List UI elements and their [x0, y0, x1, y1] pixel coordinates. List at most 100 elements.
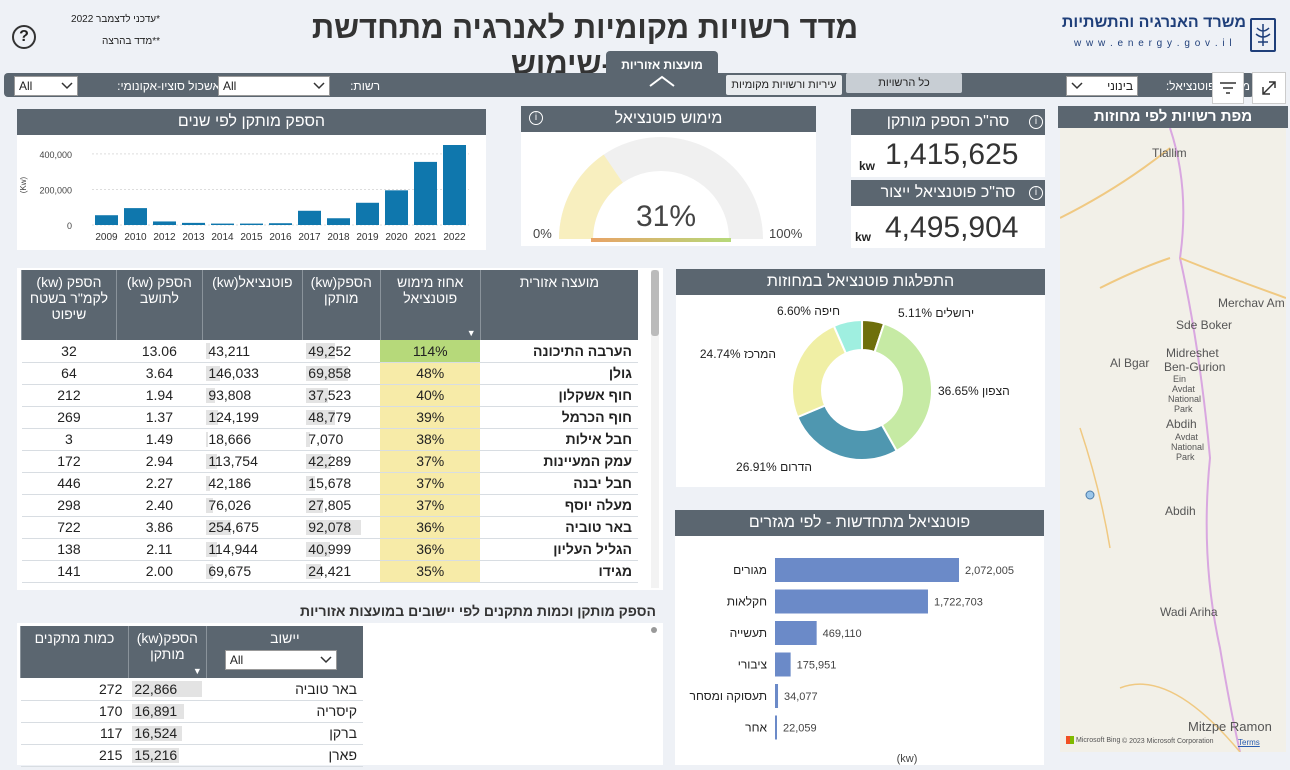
kpi-potential-unit: kw — [855, 230, 872, 244]
col-settlement[interactable]: יישוב All — [205, 626, 363, 678]
pct-cell: 37% — [380, 472, 481, 495]
year-bar[interactable] — [385, 190, 408, 225]
chevron-down-icon — [1071, 82, 1083, 90]
year-bar[interactable] — [95, 215, 118, 225]
expand-button[interactable] — [1252, 72, 1286, 104]
table-row[interactable]: באר טוביה 22,866 272 — [20, 678, 363, 701]
authority-dropdown[interactable]: All — [218, 76, 330, 96]
help-button[interactable]: ? — [12, 25, 36, 49]
col-potential[interactable]: פוטנציאל(kw) — [201, 270, 303, 340]
sector-bar[interactable] — [775, 684, 779, 708]
settlement-dropdown[interactable]: All — [224, 650, 337, 670]
potential-dropdown[interactable]: בינוני — [1066, 76, 1138, 96]
x-tick-label: 2018 — [327, 232, 350, 243]
col-per-km[interactable]: הספק (kw) לקמ"ר בשטח שיפוט — [21, 270, 117, 340]
map-label: Abdih — [1165, 504, 1196, 518]
sector-value-label: 34,077 — [784, 691, 818, 703]
table-row[interactable]: חבל אילות 38% 7,070 18,666 1.49 3 — [21, 428, 638, 451]
donut-slice[interactable] — [832, 318, 864, 355]
donut-label: 6.60% חיפה — [777, 304, 840, 318]
donut-slice[interactable] — [791, 324, 848, 419]
col-settlement-count[interactable]: כמות מתקנים — [20, 626, 129, 678]
per-km-cell: 141 — [21, 560, 117, 583]
bing-logo: Microsoft Bing — [1066, 736, 1120, 744]
chevron-down-icon — [61, 82, 73, 90]
table-row[interactable]: הגליל העליון 36% 40,999 114,944 2.11 138 — [21, 538, 638, 561]
per-km-cell: 3 — [21, 428, 117, 451]
sector-bar[interactable] — [775, 558, 959, 582]
map-label: Ben-Gurion — [1164, 360, 1226, 374]
table-row[interactable]: גולן 48% 69,858 146,033 3.64 64 — [21, 362, 638, 385]
per-km-cell: 32 — [21, 340, 117, 363]
table-row[interactable]: הערבה התיכונה 114% 49,252 43,211 13.06 32 — [21, 340, 638, 363]
table-row[interactable]: חבל יבנה 37% 15,678 42,186 2.27 446 — [21, 472, 638, 495]
table-row[interactable]: באר טוביה 36% 92,078 254,675 3.86 722 — [21, 516, 638, 539]
map-panel[interactable]: Tlallim Merchav Am Sde Boker Midreshet B… — [1060, 128, 1286, 752]
year-bar[interactable] — [240, 223, 263, 225]
info-icon[interactable]: i — [1029, 115, 1043, 129]
sector-bar[interactable] — [775, 652, 791, 677]
map-terms-link[interactable]: Terms — [1238, 738, 1260, 747]
council-name: הגליל העליון — [480, 538, 638, 561]
year-bar[interactable] — [211, 223, 234, 225]
table-row[interactable]: פארן 15,216 215 — [20, 744, 363, 767]
donut-slice[interactable] — [873, 322, 933, 453]
regional-table: מועצה אזורית אחוז מימוש פוטנציאל ▼ הספק(… — [21, 270, 638, 583]
ministry-url[interactable]: w w w . e n e r g y . g o v . i l — [1074, 38, 1233, 49]
sort-desc-icon[interactable]: ▼ — [466, 328, 476, 338]
sector-label: חקלאות — [727, 595, 767, 609]
col-council[interactable]: מועצה אזורית — [479, 270, 638, 340]
sector-bar[interactable] — [775, 715, 777, 740]
year-bar[interactable] — [356, 202, 379, 225]
chevron-down-icon — [313, 82, 325, 90]
table-row[interactable]: קיסריה 16,891 170 — [20, 700, 363, 723]
socio-dropdown[interactable]: All — [14, 76, 78, 96]
gauge-min: 0% — [533, 226, 552, 241]
table-row[interactable]: מעלה יוסף 37% 27,805 76,026 2.40 298 — [21, 494, 638, 517]
info-icon[interactable]: i — [529, 111, 543, 125]
sector-bar[interactable] — [775, 621, 817, 645]
map-label: Ein — [1173, 374, 1187, 384]
settlement-name: ברקן — [206, 722, 363, 745]
potential-bar — [206, 475, 211, 491]
donut-slice[interactable] — [796, 404, 899, 461]
year-bar[interactable] — [443, 145, 466, 225]
authority-label: רשות: — [350, 79, 380, 93]
x-tick-label: 2015 — [240, 232, 263, 243]
tab-all-authorities[interactable]: כל הרשויות — [846, 73, 962, 93]
table-row[interactable]: עמק המעיינות 37% 42,289 113,754 2.94 172 — [21, 450, 638, 473]
table-row[interactable]: חוף הכרמל 39% 48,779 124,199 1.37 269 — [21, 406, 638, 429]
map-roads — [1060, 128, 1286, 752]
col-per-resident[interactable]: הספק (kw) לתושב — [115, 270, 203, 340]
year-bar[interactable] — [153, 221, 176, 225]
table-row[interactable]: ברקן 16,524 117 — [20, 722, 363, 745]
year-bar[interactable] — [182, 222, 205, 225]
pct-cell: 114% — [380, 340, 481, 363]
col-settlement-installed[interactable]: הספק(kw) מותקן ▼ — [127, 626, 207, 678]
tab-regional-councils[interactable]: מועצות אזוריות — [606, 51, 718, 97]
sector-bar[interactable] — [775, 589, 928, 614]
potential-bar — [206, 409, 219, 425]
table-row[interactable]: חוף אשקלון 40% 37,523 93,808 1.94 212 — [21, 384, 638, 407]
year-bar[interactable] — [414, 161, 437, 225]
year-bar[interactable] — [269, 223, 292, 225]
year-bar[interactable] — [327, 218, 350, 225]
info-icon[interactable]: i — [1029, 186, 1043, 200]
scroll-dot-icon[interactable] — [651, 627, 657, 633]
sort-desc-icon[interactable]: ▼ — [192, 666, 202, 676]
potential-cell: 113,754 — [202, 450, 303, 473]
filter-button[interactable] — [1212, 72, 1244, 104]
table-row[interactable]: מגידו 35% 24,421 69,675 2.00 141 — [21, 560, 638, 583]
installed-bar — [132, 747, 180, 763]
year-bar[interactable] — [124, 208, 147, 225]
district-donut-panel: 36.65% הצפון 26.91% הדרום 24.74% המרכז 6.60… — [676, 295, 1045, 487]
col-pct[interactable]: אחוז מימוש פוטנציאל ▼ — [379, 270, 481, 340]
scrollbar-thumb[interactable] — [651, 270, 659, 336]
table-scrollbar[interactable] — [651, 270, 659, 588]
col-installed[interactable]: הספק(kw) מותקן — [301, 270, 381, 340]
per-resident-cell: 2.27 — [116, 472, 203, 495]
year-bar[interactable] — [298, 210, 321, 225]
installed-bar — [306, 453, 332, 469]
tab-cities[interactable]: עיריות ורשויות מקומיות — [726, 75, 842, 95]
potential-cell: 93,808 — [202, 384, 303, 407]
